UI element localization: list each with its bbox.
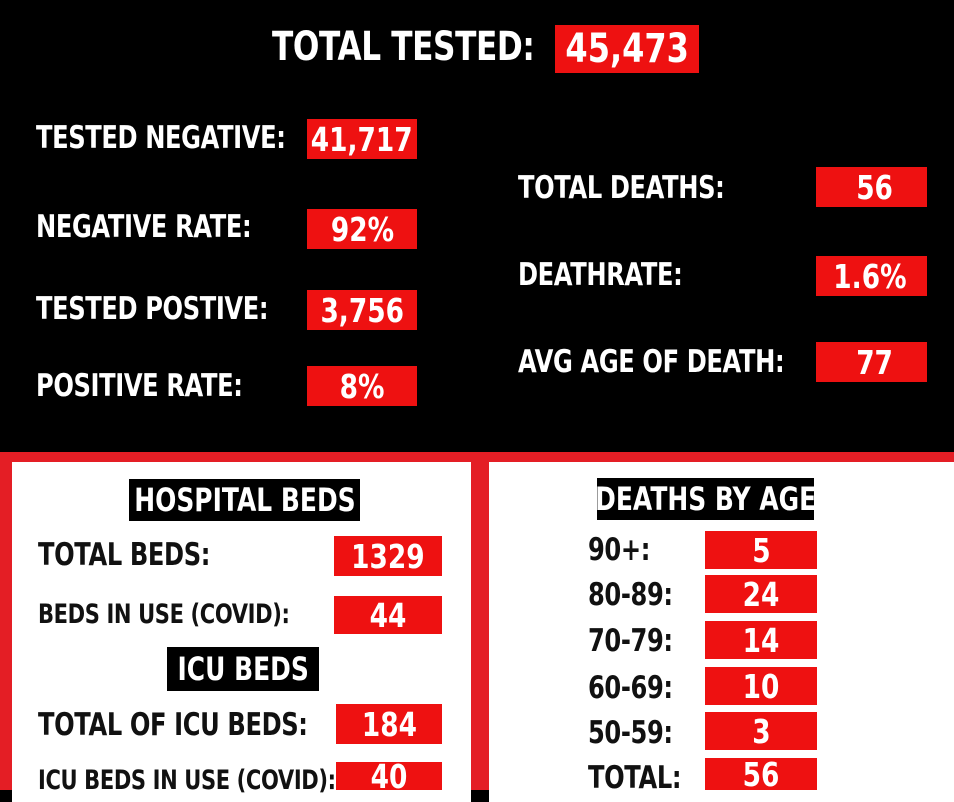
negative-rate-label: NEGATIVE RATE:	[36, 209, 252, 245]
age-value-90-plus: 5	[705, 531, 817, 570]
negative-rate-value: 92%	[307, 209, 417, 249]
total-beds-label: TOTAL BEDS:	[38, 537, 211, 573]
age-value-total: 56	[705, 755, 817, 794]
age-value-60-69: 10	[705, 667, 817, 706]
age-label-60-69: 60-69:	[588, 670, 673, 706]
deaths-by-age-header: DEATHS BY AGE	[594, 478, 817, 520]
age-label-50-59: 50-59:	[588, 715, 673, 751]
total-tested-label: TOTAL TESTED:	[272, 24, 535, 70]
total-icu-label: TOTAL OF ICU BEDS:	[38, 707, 308, 743]
deathrate-value: 1.6%	[816, 256, 927, 296]
total-beds-value: 1329	[334, 536, 442, 576]
total-deaths-label: TOTAL DEATHS:	[518, 170, 725, 206]
icu-beds-header: ICU BEDS	[167, 647, 319, 691]
age-value-80-89: 24	[705, 575, 817, 614]
age-label-70-79: 70-79:	[588, 623, 673, 659]
age-label-90-plus: 90+:	[588, 532, 651, 568]
tested-negative-label: TESTED NEGATIVE:	[36, 120, 286, 156]
tested-negative-value: 41,717	[307, 119, 417, 159]
summary-panel	[0, 0, 954, 452]
total-icu-value: 184	[336, 704, 442, 744]
age-label-total: TOTAL:	[588, 760, 682, 796]
hospital-beds-header: HOSPITAL BEDS	[129, 479, 360, 521]
icu-in-use-label: ICU BEDS IN USE (COVID):	[38, 765, 336, 796]
avg-age-label: AVG AGE OF DEATH:	[518, 344, 785, 380]
age-label-80-89: 80-89:	[588, 577, 673, 613]
age-value-50-59: 3	[705, 712, 817, 751]
positive-rate-label: POSITIVE RATE:	[36, 368, 243, 404]
age-value-70-79: 14	[705, 621, 817, 660]
total-deaths-value: 56	[816, 167, 927, 207]
icu-in-use-value: 40	[336, 757, 442, 796]
positive-rate-value: 8%	[307, 366, 417, 406]
deathrate-label: DEATHRATE:	[518, 257, 683, 293]
tested-positive-label: TESTED POSTIVE:	[36, 291, 269, 327]
beds-in-use-value: 44	[334, 596, 442, 635]
beds-in-use-label: BEDS IN USE (COVID):	[38, 599, 290, 630]
tested-positive-value: 3,756	[307, 290, 417, 330]
total-tested-value: 45,473	[555, 25, 699, 73]
avg-age-value: 77	[816, 342, 927, 382]
